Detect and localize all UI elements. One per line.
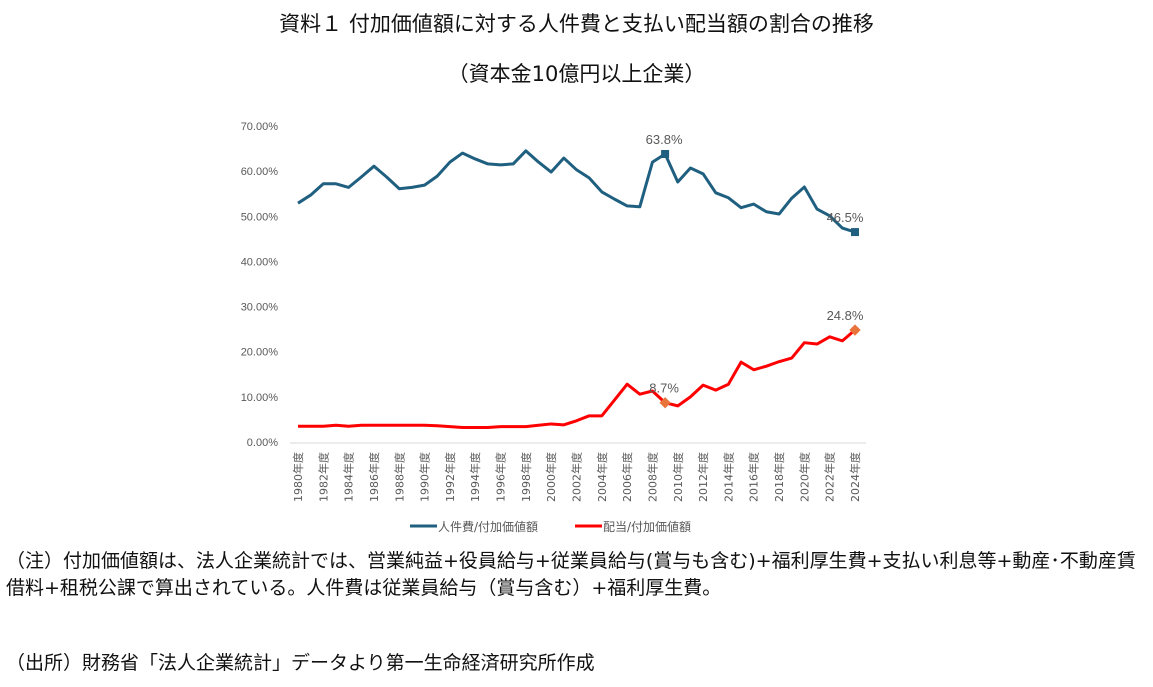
x-tick-label: 1980年度 xyxy=(291,452,305,502)
x-tick-label: 1992年度 xyxy=(443,452,457,502)
legend-label: 人件費/付加価値額 xyxy=(438,519,538,534)
x-tick-label: 2014年度 xyxy=(721,452,735,502)
series-line-1 xyxy=(297,149,856,234)
y-tick-label: 10.00% xyxy=(241,392,279,404)
x-tick-label: 2000年度 xyxy=(544,452,558,502)
x-tick-label: 2010年度 xyxy=(671,452,685,502)
y-tick-label: 70.00% xyxy=(241,121,279,133)
highlight-marker xyxy=(661,149,670,158)
legend-label: 配当/付加価値額 xyxy=(603,519,691,534)
data-label: 63.8% xyxy=(646,132,683,147)
source-text: （出所）財務省「法人企業統計」データより第一生命経済研究所作成 xyxy=(6,652,595,674)
x-tick-label: 2008年度 xyxy=(645,452,659,502)
y-tick-label: 60.00% xyxy=(241,166,279,178)
highlight-marker xyxy=(659,397,671,409)
x-tick-label: 2024年度 xyxy=(848,452,862,502)
x-tick-label: 2016年度 xyxy=(747,452,761,502)
highlight-marker xyxy=(851,228,859,237)
highlight-marker xyxy=(849,324,861,336)
x-tick-label: 2018年度 xyxy=(772,452,786,502)
chart-title: 資料１ 付加価値額に対する人件費と支払い配当額の割合の推移 xyxy=(279,12,874,36)
x-tick-label: 2012年度 xyxy=(696,452,710,502)
y-tick-label: 20.00% xyxy=(241,347,279,359)
line-chart: 0.00% 10.00% 20.00% 30.00% 40.00% 50.00% 60.00… xyxy=(241,121,866,534)
data-label: 8.7% xyxy=(649,381,679,396)
x-tick-label: 1986年度 xyxy=(367,452,381,502)
x-tick-label: 2004年度 xyxy=(595,452,609,502)
data-label: 46.5% xyxy=(827,210,864,225)
y-tick-label: 50.00% xyxy=(241,211,279,223)
x-tick-label: 1982年度 xyxy=(316,452,330,502)
y-tick-label: 40.00% xyxy=(241,256,279,268)
x-tick-label: 1996年度 xyxy=(494,452,508,502)
x-tick-label: 2002年度 xyxy=(570,452,584,502)
x-tick-label: 1998年度 xyxy=(519,452,533,502)
x-tick-label: 1988年度 xyxy=(392,452,406,502)
chart-subtitle: （資本金10億円以上企業） xyxy=(447,62,706,86)
x-tick-label: 2022年度 xyxy=(823,452,837,502)
y-tick-label: 0.00% xyxy=(247,437,278,449)
note-text: （注）付加価値額は、法人企業統計では、営業純益+役員給与+従業員給与(賞与も含む… xyxy=(6,550,1136,599)
data-label: 24.8% xyxy=(827,308,864,323)
x-tick-label: 1994年度 xyxy=(468,452,482,502)
x-tick-label: 2006年度 xyxy=(620,452,634,502)
x-tick-label: 2020年度 xyxy=(797,452,811,502)
x-tick-label: 1990年度 xyxy=(418,452,432,502)
series-line-2 xyxy=(298,328,856,430)
y-tick-label: 30.00% xyxy=(241,302,279,314)
x-tick-label: 1984年度 xyxy=(342,452,356,502)
